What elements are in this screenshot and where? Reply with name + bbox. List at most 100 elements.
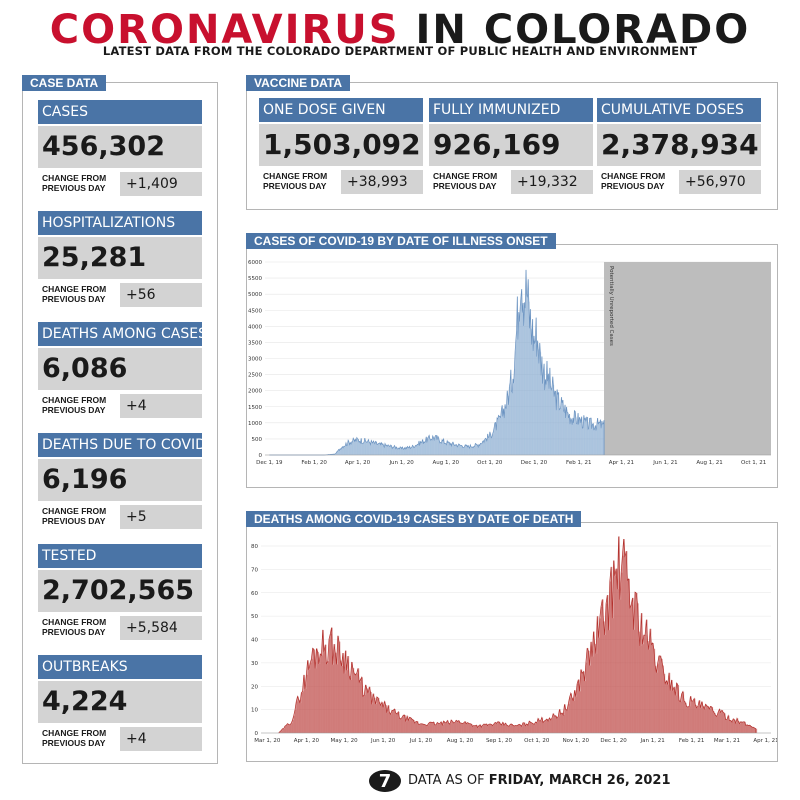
daily-bar <box>480 443 482 455</box>
daily-bar <box>380 705 382 733</box>
daily-bar <box>461 445 463 455</box>
daily-bar <box>519 321 521 455</box>
daily-bar <box>344 446 346 455</box>
daily-bar <box>750 726 753 733</box>
daily-bar <box>490 433 492 455</box>
daily-bar <box>465 444 466 455</box>
daily-bar <box>575 417 577 455</box>
daily-bar <box>495 722 497 733</box>
daily-bar <box>444 722 447 733</box>
daily-bar <box>377 444 379 455</box>
daily-bar <box>514 368 516 455</box>
daily-bar <box>480 724 482 733</box>
daily-bar <box>579 417 581 455</box>
daily-bar <box>406 448 408 455</box>
daily-bar <box>629 608 632 733</box>
daily-bar <box>379 442 381 455</box>
daily-bar <box>535 340 537 455</box>
daily-bar <box>439 440 440 455</box>
daily-bar <box>393 447 395 455</box>
daily-bar <box>612 618 614 733</box>
daily-bar <box>534 724 536 733</box>
daily-bar <box>728 715 730 733</box>
daily-bar <box>532 319 534 455</box>
daily-bar <box>436 435 438 455</box>
daily-bar <box>497 418 498 455</box>
daily-bar <box>526 294 528 455</box>
daily-bar <box>322 629 324 733</box>
x-tick-label: Dec 1, 19 <box>256 460 283 466</box>
change-label-line1: CHANGE FROM <box>263 171 328 181</box>
daily-bar <box>373 441 375 455</box>
daily-bar <box>361 677 363 733</box>
x-tick-label: Feb 1, 20 <box>301 460 327 466</box>
daily-bar <box>575 411 576 455</box>
daily-bar <box>286 725 288 733</box>
daily-bar <box>666 680 668 733</box>
daily-bar <box>368 439 370 455</box>
deaths-chart-title: DEATHS AMONG COVID-19 CASES BY DATE OF D… <box>246 511 582 527</box>
x-tick-label: May 1, 20 <box>331 738 359 744</box>
daily-bar <box>665 683 667 733</box>
svg-text:7: 7 <box>379 771 392 792</box>
daily-bar <box>580 422 582 455</box>
daily-bar <box>357 668 360 733</box>
daily-bar <box>600 419 602 455</box>
daily-bar <box>394 445 396 455</box>
daily-bar <box>540 352 542 455</box>
daily-bar <box>638 631 641 733</box>
daily-bar <box>598 422 600 455</box>
x-tick-label: Aug 1, 20 <box>432 460 459 466</box>
daily-bar <box>495 422 497 455</box>
daily-bar <box>713 711 715 733</box>
daily-bar <box>553 713 555 733</box>
daily-bar <box>432 722 434 733</box>
daily-bar <box>284 726 287 733</box>
daily-bar <box>573 422 575 455</box>
daily-bar <box>675 695 677 733</box>
daily-bar <box>450 444 451 455</box>
y-tick-label: 5500 <box>248 276 262 282</box>
daily-bar <box>466 444 468 455</box>
daily-bar <box>661 658 663 733</box>
daily-bar <box>603 621 605 733</box>
daily-bar <box>672 690 675 733</box>
daily-bar <box>628 578 630 733</box>
daily-bar <box>384 701 386 733</box>
daily-bar <box>452 442 454 455</box>
daily-bar <box>350 680 352 733</box>
x-tick-label: Nov 1, 20 <box>563 738 590 744</box>
daily-bar <box>646 619 648 733</box>
daily-bar <box>569 697 571 733</box>
daily-bar <box>473 725 476 733</box>
daily-bar <box>541 375 542 455</box>
case-stat-title: OUTBREAKS <box>38 655 202 679</box>
daily-bar <box>420 723 423 733</box>
daily-bar <box>528 301 530 455</box>
daily-bar <box>636 593 638 733</box>
daily-bar <box>488 437 490 455</box>
daily-bar <box>365 684 367 733</box>
daily-bar <box>594 643 596 733</box>
daily-bar <box>323 652 326 733</box>
daily-bar <box>604 420 605 455</box>
daily-bar <box>701 701 703 733</box>
daily-bar <box>307 660 309 733</box>
daily-bar <box>549 367 551 455</box>
case-stat-change: CHANGE FROM PREVIOUS DAY +1,409 <box>38 172 202 196</box>
daily-bar <box>354 673 356 733</box>
daily-bar <box>609 581 612 733</box>
daily-bar <box>529 721 531 733</box>
daily-bar <box>520 297 522 455</box>
daily-bar <box>351 444 352 455</box>
daily-bar <box>510 382 511 455</box>
daily-bar <box>437 722 439 733</box>
daily-bar <box>577 423 578 455</box>
daily-bar <box>439 442 441 455</box>
daily-bar <box>413 446 414 455</box>
daily-bar <box>512 725 515 733</box>
vaccine-stat-change: CHANGE FROM PREVIOUS DAY +56,970 <box>597 170 761 194</box>
daily-bar <box>339 641 341 733</box>
daily-bar <box>315 668 317 733</box>
daily-bar <box>689 706 691 733</box>
